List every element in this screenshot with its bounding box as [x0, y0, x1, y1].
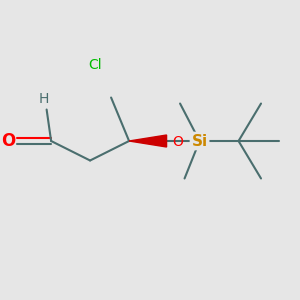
Text: Cl: Cl: [88, 58, 101, 72]
Text: O: O: [1, 132, 15, 150]
Text: O: O: [172, 135, 183, 148]
Polygon shape: [129, 135, 166, 147]
Text: H: H: [38, 92, 49, 106]
Text: Si: Si: [191, 134, 208, 148]
